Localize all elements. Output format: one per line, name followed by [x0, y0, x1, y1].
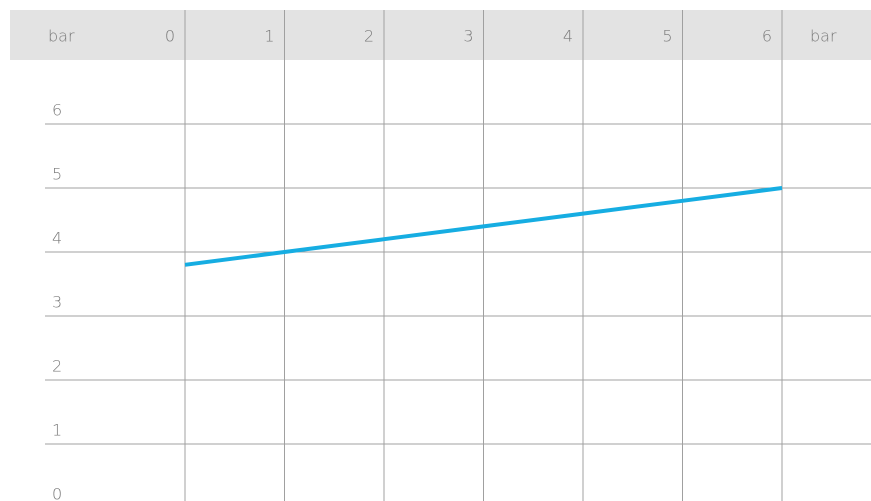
- y-tick-label: 2: [52, 357, 62, 376]
- y-tick-label: 0: [52, 485, 62, 501]
- header-band: [10, 10, 871, 60]
- x-tick-label: 6: [762, 27, 772, 46]
- x-tick-label: 2: [364, 27, 374, 46]
- y-tick-label: 1: [52, 421, 62, 440]
- y-tick-label: 6: [52, 101, 62, 120]
- x-tick-label: 1: [264, 27, 274, 46]
- y-tick-label: 4: [52, 229, 62, 248]
- y-tick-label: 5: [52, 165, 62, 184]
- data-line: [184, 186, 783, 267]
- x-tick-label: 3: [463, 27, 473, 46]
- axis-label-left: bar: [48, 27, 75, 46]
- axis-label-right: bar: [810, 27, 837, 46]
- x-tick-label: 0: [165, 27, 175, 46]
- y-tick-label: 3: [52, 293, 62, 312]
- x-tick-label: 4: [563, 27, 573, 46]
- x-tick-label: 5: [662, 27, 672, 46]
